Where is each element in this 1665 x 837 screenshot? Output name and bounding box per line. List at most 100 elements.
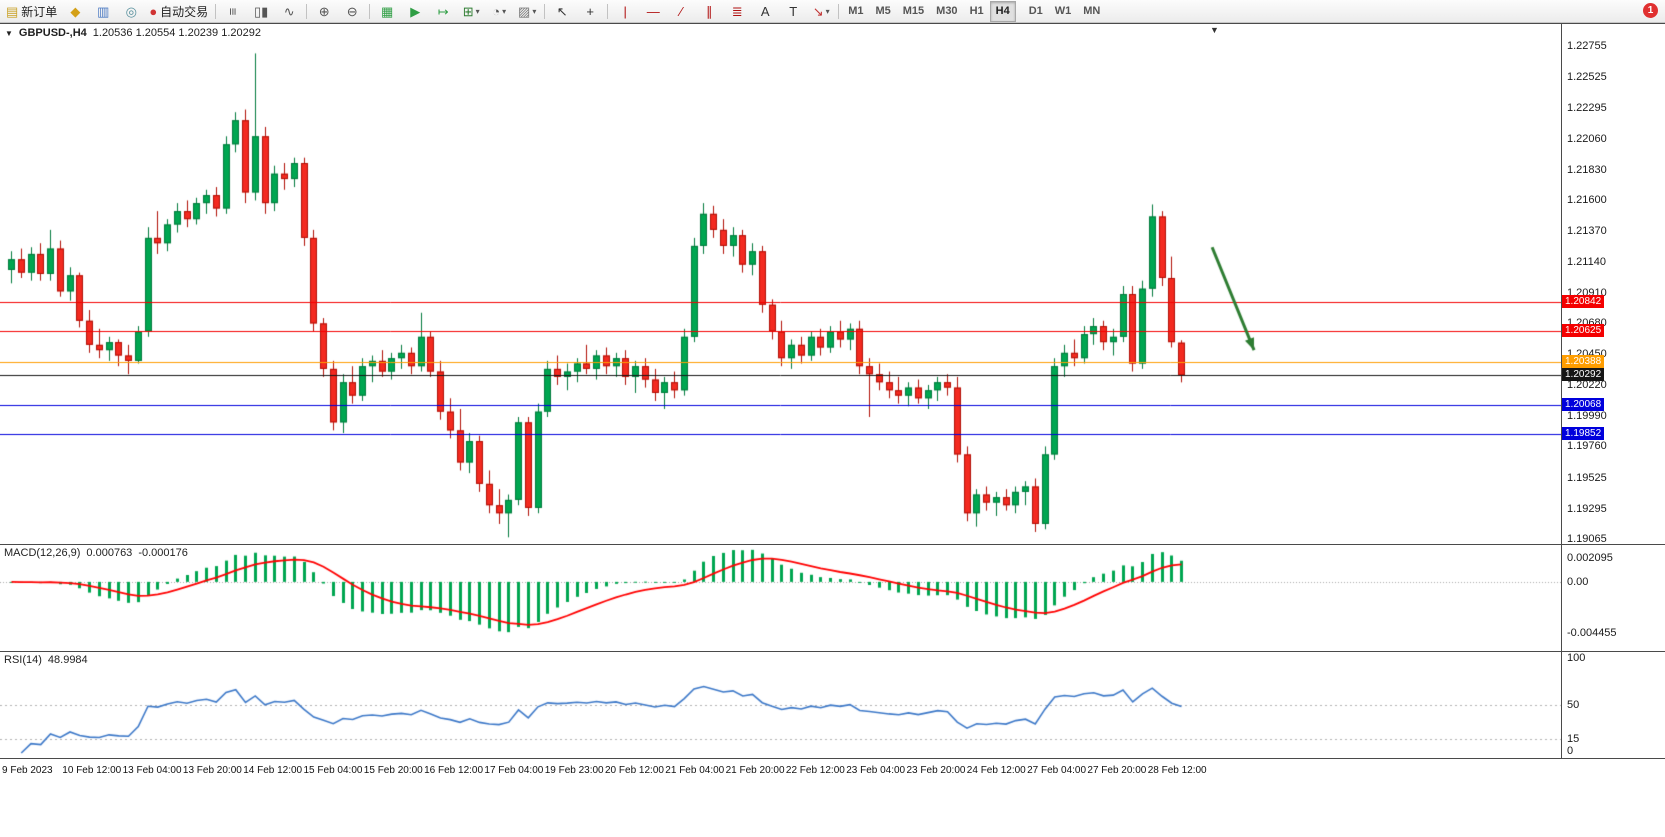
macd-canvas[interactable] <box>0 545 1561 651</box>
timeframe-m30-button[interactable]: M30 <box>936 5 958 17</box>
candlestick-chart-button[interactable]: ▯▮ <box>247 1 275 22</box>
price-chart-panel: ▼ GBPUSD-,H4 1.20536 1.20554 1.20239 1.2… <box>0 23 1665 545</box>
timeframe-m5-button[interactable]: M5 <box>875 5 891 17</box>
trendline-button[interactable]: ∕ <box>667 1 695 22</box>
price-tick-label: 1.19525 <box>1567 471 1607 484</box>
templates-button[interactable]: ▨ ▾ <box>513 1 541 22</box>
vertical-line-button[interactable]: | <box>611 1 639 22</box>
date-axis: 9 Feb 2023 10 Feb 12:00 13 Feb 04:00 13 Feb… <box>0 759 1665 785</box>
timeframe-mn-button[interactable]: MN <box>1083 5 1101 17</box>
data-window-button[interactable]: ▥ <box>89 1 117 22</box>
date-label: 23 Feb 20:00 <box>906 765 966 776</box>
macd-axis: 0.002095 0.00 -0.004455 <box>1561 545 1665 651</box>
toolbar-separator <box>544 3 546 19</box>
cursor-icon: ↖ <box>556 3 568 19</box>
fibonacci-button[interactable]: ≣ <box>723 1 751 22</box>
date-label: 19 Feb 23:00 <box>544 765 604 776</box>
price-tick-label: 1.19990 <box>1567 409 1607 422</box>
auto-trading-button-label: 自动交易 <box>160 4 209 19</box>
rsi-tick-label: 0 <box>1567 745 1574 757</box>
toolbar-separator <box>215 3 217 19</box>
line-chart-button[interactable]: ∿ <box>275 1 303 22</box>
tile-windows-button[interactable]: ▦ <box>373 1 401 22</box>
chart-title: ▼ GBPUSD-,H4 1.20536 1.20554 1.20239 1.2… <box>5 27 261 39</box>
channel-button[interactable]: ∥ <box>695 1 723 22</box>
price-tick-label: 1.21830 <box>1567 163 1607 176</box>
clock-icon: ◔ <box>492 3 501 19</box>
zoom-in-button[interactable]: ⊕ <box>310 1 338 22</box>
vertical-line-icon: | <box>623 3 627 19</box>
main-toolbar: ▤ 新订单 ◆ ▥ ◎ ● 自动交易 ≡ ▯▮ ∿ ⊕ ⊖ ▦ ▶ ↦ ⊞ ▾ ◔ ▾ ▨ ▾ ↖ + | — ∕ ∥ ≣ A T ↘ ▾ M1… <box>0 0 1665 23</box>
rsi-title: RSI(14) 48.9984 <box>4 654 88 666</box>
toolbar-separator <box>306 3 308 19</box>
auto-scroll-button[interactable]: ▶ <box>401 1 429 22</box>
rsi-tick-label: 15 <box>1567 732 1580 745</box>
macd-label: MACD(12,26,9) <box>4 547 81 559</box>
macd-value-signal: -0.000176 <box>138 547 188 559</box>
cursor-button[interactable]: ↖ <box>548 1 576 22</box>
rsi-canvas[interactable] <box>0 652 1561 758</box>
price-tick-label: 1.22755 <box>1567 40 1607 53</box>
indicators-button[interactable]: ⊞ ▾ <box>457 1 485 22</box>
auto-scroll-icon: ▶ <box>410 3 421 19</box>
horizontal-line-icon: — <box>646 3 660 19</box>
zoom-out-button[interactable]: ⊖ <box>338 1 366 22</box>
macd-panel: MACD(12,26,9) 0.000763 -0.000176 0.00209… <box>0 545 1665 652</box>
new-order-button[interactable]: ▤ 新订单 <box>2 1 61 22</box>
date-label: 14 Feb 12:00 <box>243 765 303 776</box>
date-label: 13 Feb 04:00 <box>122 765 182 776</box>
price-axis[interactable]: 1.22755 1.22525 1.22295 1.22060 1.21830 1.216… <box>1561 24 1665 545</box>
navigator-icon: ◎ <box>125 3 137 19</box>
toolbar-separator <box>838 3 840 19</box>
resistance-line-1-price-badge: 1.20842 <box>1562 294 1605 308</box>
timeframe-h1-button[interactable]: H1 <box>969 5 984 17</box>
chevron-down-icon: ▾ <box>502 6 507 16</box>
crosshair-icon: + <box>586 3 594 19</box>
date-label: 27 Feb 04:00 <box>1027 765 1087 776</box>
market-watch-icon: ◆ <box>70 3 81 19</box>
candlestick-chart-icon: ▯▮ <box>254 3 269 19</box>
date-label: 9 Feb 2023 <box>2 765 53 776</box>
market-watch-button[interactable]: ◆ <box>61 1 89 22</box>
chart-shift-button[interactable]: ↦ <box>429 1 457 22</box>
price-tick-label: 1.22060 <box>1567 132 1607 145</box>
support-line-1-price-badge: 1.20068 <box>1562 398 1605 412</box>
macd-tick-label: 0.00 <box>1567 575 1589 588</box>
timeframe-d1-button[interactable]: D1 <box>1028 5 1043 17</box>
horizontal-line-button[interactable]: — <box>639 1 667 22</box>
auto-trading-button[interactable]: ● 自动交易 <box>145 1 212 22</box>
timeframe-w1-button[interactable]: W1 <box>1054 5 1072 17</box>
rsi-panel: RSI(14) 48.9984 100 50 15 0 <box>0 652 1665 759</box>
crosshair-button[interactable]: + <box>576 1 604 22</box>
chevron-down-icon: ▾ <box>532 6 537 16</box>
one-click-trading-collapse-icon[interactable]: ▼ <box>5 28 13 38</box>
macd-title: MACD(12,26,9) 0.000763 -0.000176 <box>4 547 188 559</box>
price-tick-label: 1.22295 <box>1567 101 1607 114</box>
text-button[interactable]: A <box>751 1 779 22</box>
text-icon: A <box>760 3 770 19</box>
price-chart-canvas[interactable] <box>0 24 1561 544</box>
chart-shift-marker[interactable]: ▼ <box>1210 25 1219 35</box>
navigator-button[interactable]: ◎ <box>117 1 145 22</box>
rsi-value: 48.9984 <box>47 654 88 666</box>
rsi-tick-label: 100 <box>1567 652 1586 664</box>
price-tick-label: 1.22525 <box>1567 70 1607 83</box>
zoom-in-icon: ⊕ <box>318 3 330 19</box>
arrows-icon: ↘ <box>812 3 824 19</box>
shapes-button[interactable]: ↘ ▾ <box>807 1 835 22</box>
date-label: 28 Feb 12:00 <box>1147 765 1207 776</box>
bar-chart-button[interactable]: ≡ <box>219 1 247 22</box>
timeframe-m1-button[interactable]: M1 <box>848 5 864 17</box>
timeframe-m15-button[interactable]: M15 <box>902 5 925 17</box>
date-label: 15 Feb 04:00 <box>303 765 363 776</box>
price-tick-label: 1.19760 <box>1567 440 1607 453</box>
timeframe-h4-button[interactable]: H4 <box>989 0 1016 22</box>
rsi-axis: 100 50 15 0 <box>1561 652 1665 758</box>
label-button[interactable]: T <box>779 1 807 22</box>
price-chart-plot: ▼ GBPUSD-,H4 1.20536 1.20554 1.20239 1.2… <box>0 24 1561 544</box>
notification-badge[interactable]: 1 <box>1643 3 1658 18</box>
auto-trading-icon: ● <box>149 3 158 19</box>
channel-icon: ∥ <box>705 3 713 19</box>
periods-button[interactable]: ◔ ▾ <box>485 1 513 22</box>
